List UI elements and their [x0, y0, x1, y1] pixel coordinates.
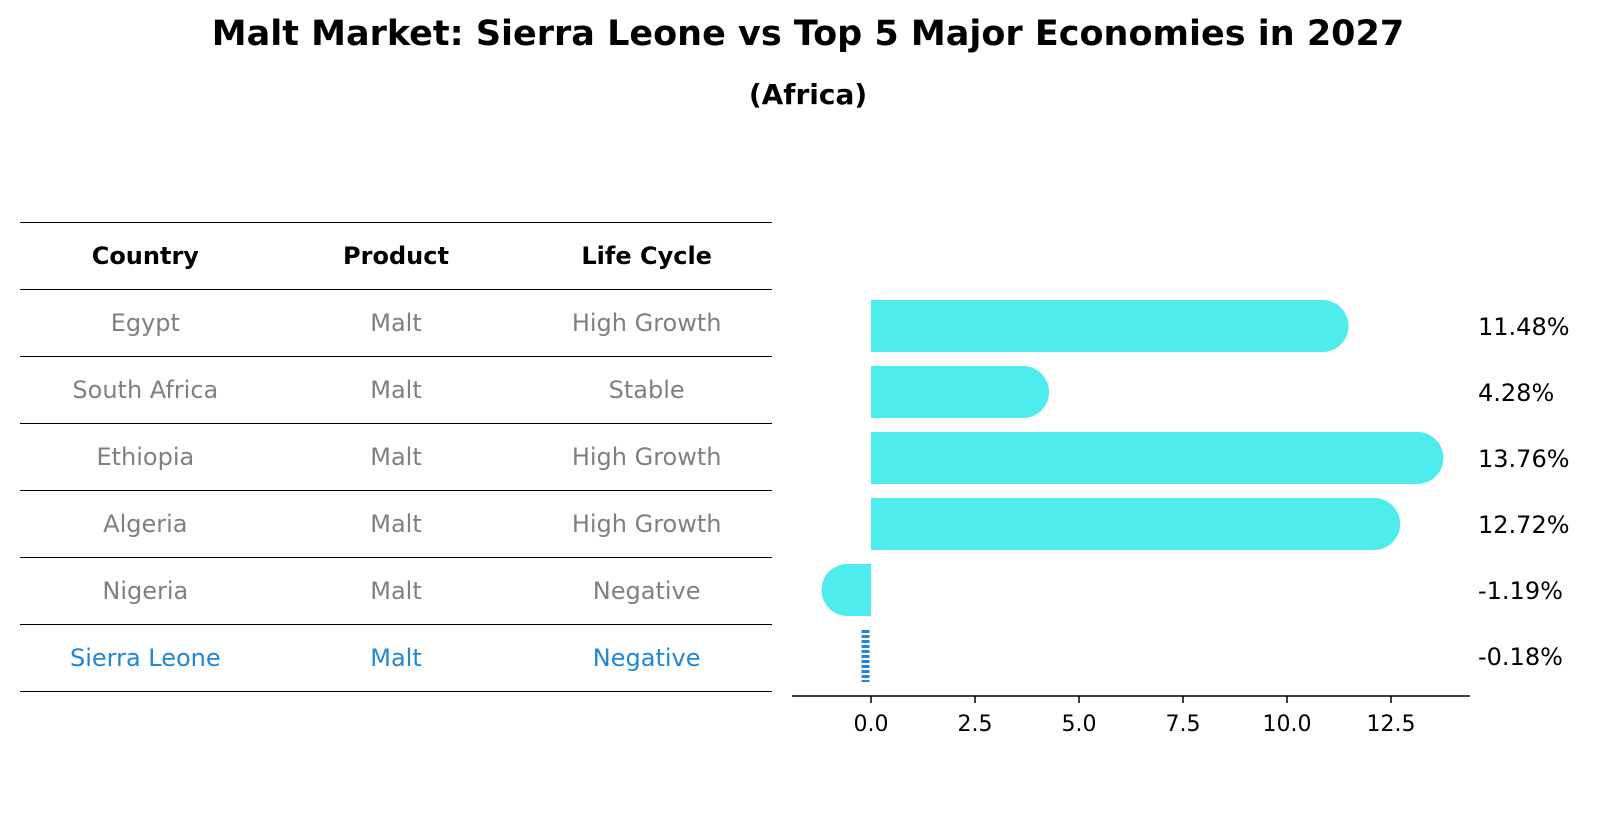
table-header-row: Country Product Life Cycle [20, 222, 772, 290]
bar-ethiopia [871, 432, 1444, 484]
cell-product: Malt [270, 490, 522, 558]
cell-country: Sierra Leone [20, 624, 271, 692]
table-row: South Africa Malt Stable [20, 356, 772, 424]
value-label: -1.19% [1478, 577, 1563, 605]
cell-country: Algeria [20, 490, 271, 558]
table-row-highlight: Sierra Leone Malt Negative [20, 624, 772, 692]
value-label: 12.72% [1478, 511, 1570, 539]
table-row: Algeria Malt High Growth [20, 490, 772, 558]
cell-product: Malt [270, 557, 522, 625]
bar-algeria [871, 498, 1401, 550]
value-label: 4.28% [1478, 379, 1554, 407]
cell-life-cycle: High Growth [521, 490, 772, 558]
cell-life-cycle: High Growth [521, 423, 772, 491]
cell-life-cycle: Stable [521, 356, 772, 424]
x-tick-label: 0.0 [854, 712, 889, 737]
x-ticks: 0.0 2.5 5.0 7.5 10.0 12.5 [854, 696, 1415, 737]
chart-subtitle: (Africa) [748, 78, 868, 111]
bar-nigeria [821, 564, 872, 616]
header-life-cycle: Life Cycle [521, 222, 772, 290]
table-row: Egypt Malt High Growth [20, 289, 772, 357]
value-label: 13.76% [1478, 445, 1570, 473]
bars-layer [821, 300, 1444, 682]
value-labels: 11.48% 4.28% 13.76% 12.72% -1.19% -0.18% [1478, 313, 1570, 671]
cell-product: Malt [270, 423, 522, 491]
bar-egypt [871, 300, 1349, 352]
header-country: Country [20, 222, 271, 290]
x-tick-label: 12.5 [1366, 712, 1415, 737]
x-tick-label: 7.5 [1165, 712, 1200, 737]
cell-country: Egypt [20, 289, 271, 357]
cell-country: Ethiopia [20, 423, 271, 491]
cell-life-cycle: Negative [521, 557, 772, 625]
cell-product: Malt [270, 289, 522, 357]
bar-south-africa [871, 366, 1050, 418]
chart-title: Malt Market: Sierra Leone vs Top 5 Major… [211, 14, 1405, 54]
value-label: 11.48% [1478, 313, 1570, 341]
table-row: Nigeria Malt Negative [20, 557, 772, 625]
value-label: -0.18% [1478, 643, 1563, 671]
x-tick-label: 5.0 [1062, 712, 1097, 737]
cell-country: South Africa [20, 356, 271, 424]
x-tick-label: 2.5 [958, 712, 993, 737]
cell-country: Nigeria [20, 557, 271, 625]
cell-product: Malt [270, 624, 522, 692]
table-row: Ethiopia Malt High Growth [20, 423, 772, 491]
cell-life-cycle: Negative [521, 624, 772, 692]
market-table: Country Product Life Cycle Egypt Malt Hi… [20, 222, 772, 692]
cell-product: Malt [270, 356, 522, 424]
header-product: Product [270, 222, 522, 290]
x-tick-label: 10.0 [1262, 712, 1311, 737]
cell-life-cycle: High Growth [521, 289, 772, 357]
